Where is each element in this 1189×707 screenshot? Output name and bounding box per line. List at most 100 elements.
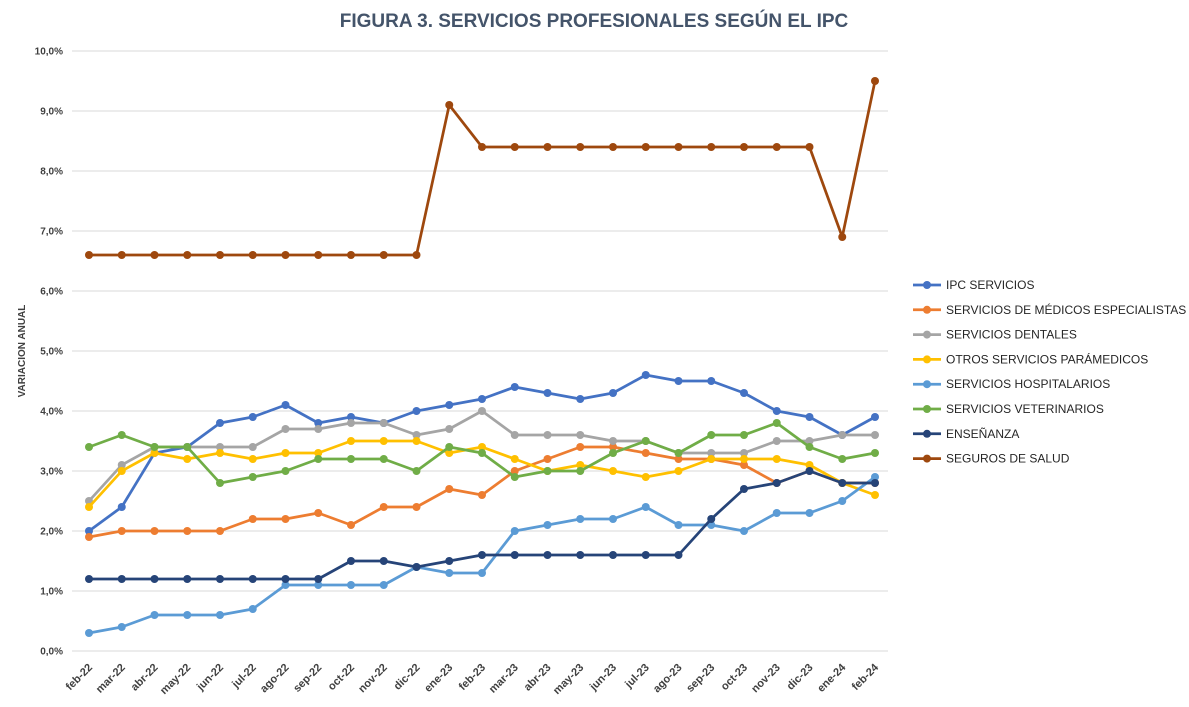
data-point	[248, 473, 257, 481]
y-tick-label: 7,0%	[40, 227, 63, 238]
data-point	[543, 431, 552, 439]
data-point	[183, 611, 192, 619]
x-tick-label: jun-23	[587, 662, 619, 694]
data-point	[871, 449, 879, 457]
data-point	[510, 455, 519, 463]
series-lines	[85, 77, 879, 637]
data-point	[838, 497, 847, 505]
data-point	[347, 581, 355, 589]
x-tick-label: ene-23	[422, 662, 455, 695]
x-tick-label: jul-23	[622, 662, 652, 692]
data-point	[445, 101, 454, 109]
data-point	[248, 455, 257, 463]
data-point	[412, 467, 421, 475]
x-tick-label: may-23	[551, 662, 586, 697]
data-point	[412, 431, 421, 439]
y-tick-label: 9,0%	[40, 107, 63, 118]
legend-swatch-marker	[923, 454, 931, 463]
legend-label: SERVICIOS DE MÉDICOS ESPECIALISTAS	[946, 302, 1186, 317]
data-point	[445, 425, 454, 433]
y-axis-label: VARIACION ANUAL	[17, 305, 28, 398]
data-point	[445, 449, 454, 457]
x-tick-label: jul-22	[229, 662, 259, 692]
data-point	[183, 527, 192, 535]
x-tick-label: nov-22	[356, 662, 390, 696]
y-tick-label: 4,0%	[40, 407, 63, 418]
data-point	[314, 509, 323, 517]
legend-swatch-marker	[923, 429, 931, 438]
data-point	[740, 143, 748, 151]
data-point	[543, 389, 552, 397]
data-point	[117, 527, 126, 535]
legend-swatch-marker	[923, 281, 931, 289]
data-point	[347, 413, 355, 421]
data-point	[674, 521, 683, 529]
data-point	[772, 437, 781, 445]
data-point	[740, 431, 748, 439]
data-point	[641, 551, 650, 559]
data-point	[150, 443, 159, 451]
data-point	[85, 503, 93, 511]
data-point	[347, 251, 355, 259]
data-point	[445, 569, 454, 577]
y-tick-label: 2,0%	[40, 527, 63, 538]
data-point	[347, 437, 355, 445]
x-tick-label: mar-22	[94, 662, 128, 696]
data-point	[641, 371, 650, 379]
data-point	[510, 551, 519, 559]
data-point	[510, 473, 519, 481]
data-point	[871, 491, 879, 499]
y-tick-label: 1,0%	[40, 587, 63, 598]
data-point	[772, 143, 781, 151]
x-tick-label: feb-23	[457, 662, 488, 693]
y-tick-label: 0,0%	[40, 647, 63, 658]
data-point	[707, 455, 716, 463]
data-point	[478, 395, 486, 403]
data-point	[805, 437, 814, 445]
data-point	[314, 425, 323, 433]
legend: IPC SERVICIOS SERVICIOS DE MÉDICOS ESPECI…	[913, 278, 1186, 466]
data-point	[281, 575, 290, 583]
data-point	[248, 413, 257, 421]
data-point	[805, 509, 814, 517]
series-seguros-de-salud	[85, 77, 879, 259]
data-point	[805, 413, 814, 421]
data-point	[740, 527, 748, 535]
legend-label: OTROS SERVICIOS PARÁMEDICOS	[946, 351, 1148, 366]
x-tick-label: abr-23	[522, 662, 554, 694]
data-point	[281, 581, 290, 589]
data-point	[838, 233, 847, 241]
data-point	[150, 575, 159, 583]
data-point	[445, 401, 454, 409]
data-point	[314, 581, 323, 589]
data-point	[674, 449, 683, 457]
data-point	[478, 407, 486, 415]
data-point	[576, 431, 585, 439]
data-point	[674, 455, 683, 463]
series-servicios-veterinarios	[85, 419, 879, 487]
data-point	[805, 461, 814, 469]
data-point	[248, 605, 257, 613]
legend-item: IPC SERVICIOS	[913, 278, 1034, 292]
data-point	[347, 419, 355, 427]
data-point	[117, 623, 126, 631]
data-point	[707, 143, 716, 151]
legend-item: SERVICIOS VETERINARIOS	[913, 402, 1104, 416]
data-point	[510, 467, 519, 475]
data-point	[609, 437, 617, 445]
data-point	[641, 473, 650, 481]
data-point	[510, 431, 519, 439]
data-point	[609, 551, 617, 559]
data-point	[641, 437, 650, 445]
legend-item: SERVICIOS DENTALES	[913, 328, 1077, 342]
data-point	[379, 557, 388, 565]
data-point	[805, 143, 814, 151]
data-point	[510, 143, 519, 151]
data-point	[281, 251, 290, 259]
data-point	[543, 521, 552, 529]
data-point	[445, 443, 454, 451]
data-point	[478, 491, 486, 499]
legend-item: ENSEÑANZA	[913, 427, 1019, 441]
data-point	[740, 449, 748, 457]
